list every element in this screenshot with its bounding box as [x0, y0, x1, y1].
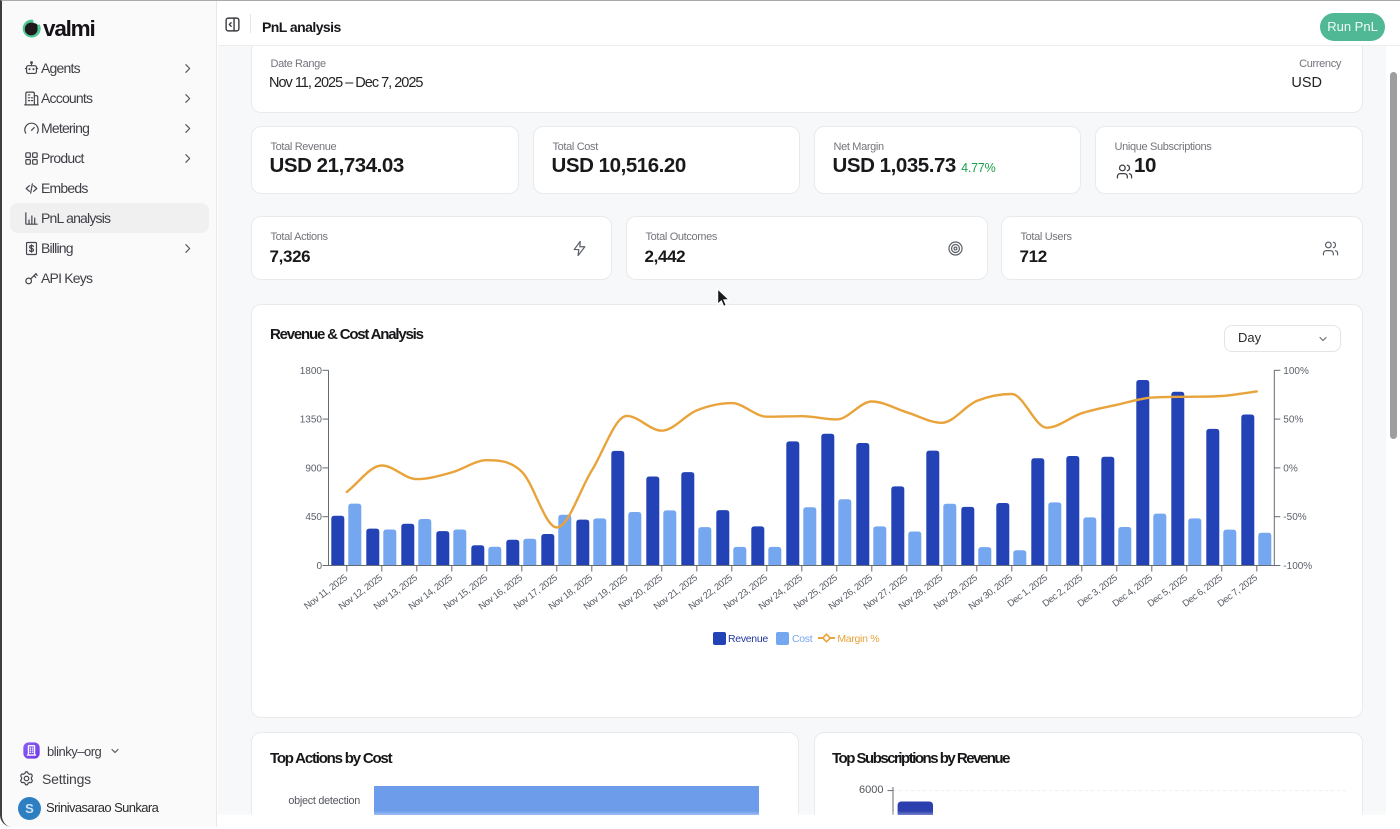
svg-text:Dec 7, 2025: Dec 7, 2025	[1216, 573, 1260, 610]
svg-text:900: 900	[305, 463, 322, 474]
svg-text:-50%: -50%	[1283, 512, 1306, 523]
svg-text:0%: 0%	[1283, 463, 1298, 474]
svg-text:450: 450	[305, 512, 322, 523]
svg-text:1800: 1800	[300, 366, 323, 377]
svg-text:0: 0	[316, 561, 322, 572]
svg-text:100%: 100%	[1283, 366, 1309, 377]
svg-text:50%: 50%	[1283, 415, 1303, 426]
svg-text:1350: 1350	[300, 415, 323, 426]
svg-text:-100%: -100%	[1283, 561, 1312, 572]
